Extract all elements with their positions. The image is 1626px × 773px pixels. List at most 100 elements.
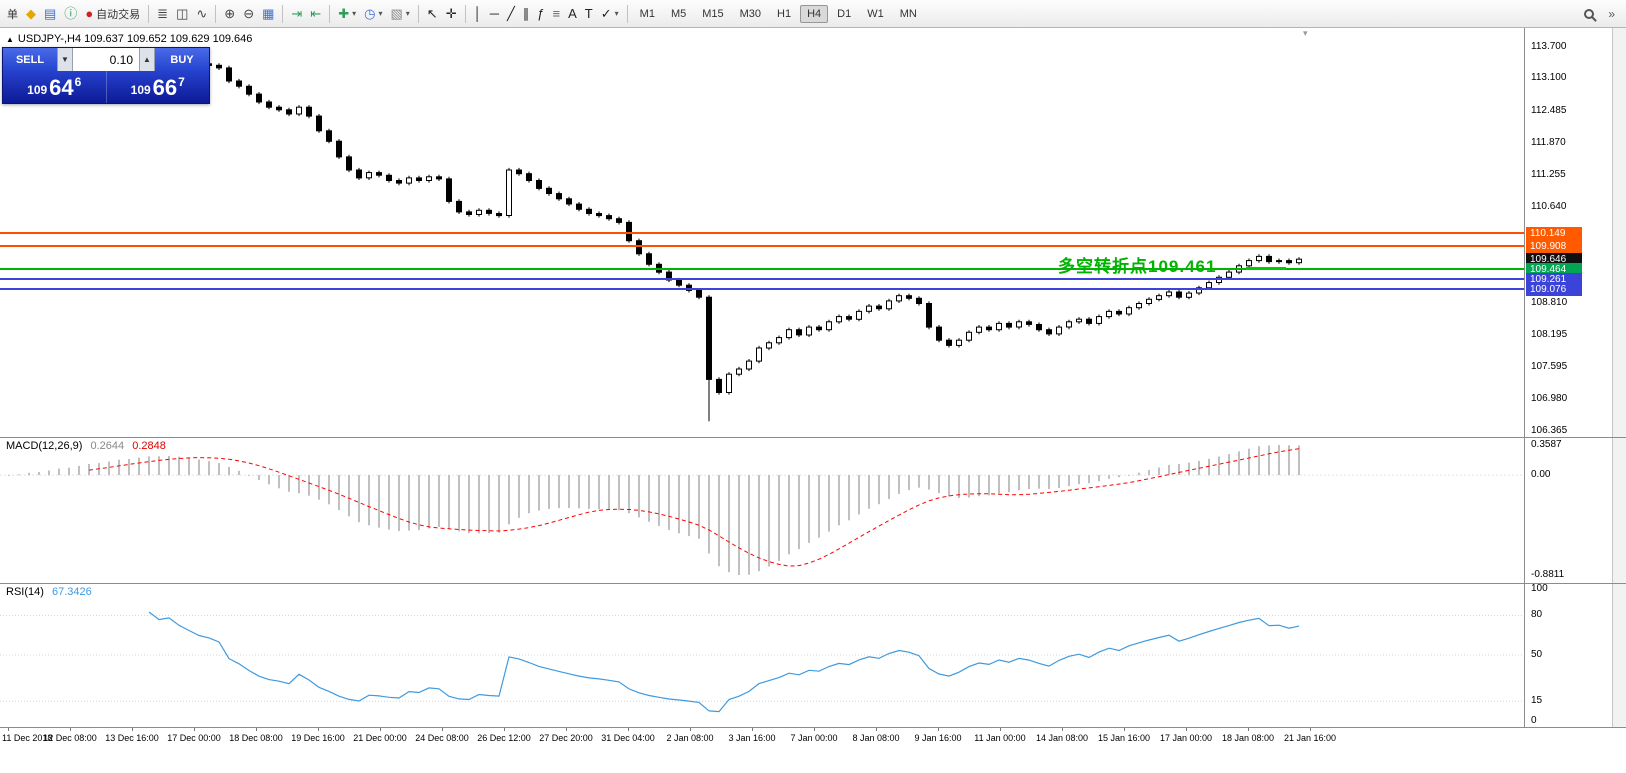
info-icon-button[interactable]: ⓘ bbox=[60, 3, 81, 25]
candlestick-chart-icon-button[interactable]: ◫ bbox=[172, 3, 192, 25]
shapes-icon-button[interactable]: ≡ bbox=[549, 3, 565, 25]
timeframe-button-d1[interactable]: D1 bbox=[837, 7, 852, 20]
overflow-chevron-icon[interactable]: » bbox=[1608, 6, 1615, 21]
buy-price-pipette: 7 bbox=[178, 75, 185, 89]
macd-histogram-bar bbox=[788, 475, 790, 555]
tile-windows-icon-button[interactable]: ▦ bbox=[258, 3, 278, 25]
chart-shift-icon-button[interactable]: ⇤ bbox=[306, 3, 325, 25]
time-axis-label: 27 Dec 20:00 bbox=[539, 733, 593, 743]
candle bbox=[386, 174, 392, 182]
trendline-icon-button[interactable]: ╱ bbox=[503, 3, 519, 25]
macd-histogram-bar bbox=[988, 475, 990, 496]
zoom-out-icon-button[interactable]: ⊖ bbox=[239, 3, 258, 25]
zoom-in-icon-button[interactable]: ⊕ bbox=[220, 3, 239, 25]
macd-pane-divider[interactable] bbox=[0, 437, 1626, 438]
lot-decrease-button[interactable]: ▼ bbox=[57, 48, 73, 71]
sell-price-button[interactable]: 109 64 6 bbox=[3, 71, 107, 103]
lot-size-input[interactable] bbox=[73, 48, 139, 71]
text-label-icon-button[interactable]: T bbox=[581, 3, 597, 25]
channel-icon-button[interactable]: ∥ bbox=[519, 3, 534, 25]
candle bbox=[856, 310, 862, 320]
price-axis[interactable]: 113.700 113.100 112.485 111.870 111.255 110.6… bbox=[1524, 28, 1612, 773]
macd-histogram-bar bbox=[1008, 475, 1010, 493]
macd-signal-value: 0.2848 bbox=[132, 440, 166, 452]
timeframe-button-m15[interactable]: M15 bbox=[702, 7, 724, 20]
macd-histogram-bar bbox=[1248, 448, 1250, 476]
timeframe-button-mn[interactable]: MN bbox=[899, 7, 917, 20]
macd-histogram-bar bbox=[658, 475, 660, 526]
time-axis[interactable]: 11 Dec 2018 12 Dec 08:00 13 Dec 16:00 17 De… bbox=[0, 727, 1626, 773]
pivot-annotation-line[interactable] bbox=[1246, 267, 1286, 270]
candle bbox=[1196, 287, 1202, 294]
arrows-icon-button[interactable]: ✓ ▾ bbox=[597, 3, 623, 25]
symbol-ohlc-header: ▲ USDJPY-,H4 109.637 109.652 109.629 109… bbox=[6, 33, 252, 45]
new-order-button[interactable]: 单 bbox=[3, 3, 22, 25]
time-axis-tick bbox=[752, 727, 753, 731]
horizontal-line-icon-button[interactable]: ─ bbox=[486, 3, 503, 25]
bar-chart-icon-button[interactable]: ≣ bbox=[153, 3, 172, 25]
time-axis-label: 31 Dec 04:00 bbox=[601, 733, 655, 743]
macd-indicator-pane[interactable]: MACD(12,26,9) 0.2644 0.2848 bbox=[0, 437, 1524, 583]
rsi-pane-divider[interactable] bbox=[0, 583, 1626, 584]
candle bbox=[676, 279, 682, 286]
candle bbox=[506, 169, 512, 216]
macd-histogram-bar bbox=[288, 475, 290, 492]
resistance-tag-2: 109.908 bbox=[1526, 240, 1582, 253]
macd-histogram-bar bbox=[948, 475, 950, 497]
search-button[interactable] bbox=[1580, 3, 1598, 25]
rsi-indicator-pane[interactable]: RSI(14) 67.3426 bbox=[0, 583, 1524, 727]
macd-histogram-bar bbox=[898, 475, 900, 494]
periods-icon-button[interactable]: ◷ ▾ bbox=[360, 3, 386, 25]
buy-button[interactable]: BUY bbox=[155, 48, 209, 71]
cursor-icon-button[interactable]: ↖ bbox=[423, 3, 442, 25]
macd-histogram-bar bbox=[188, 457, 190, 476]
macd-histogram-bar bbox=[298, 475, 300, 494]
line-chart-icon-button[interactable]: ∿ bbox=[192, 3, 211, 25]
auto-scroll-icon-button[interactable]: ⇥ bbox=[287, 3, 306, 25]
macd-histogram-bar bbox=[358, 475, 360, 523]
buy-price-button[interactable]: 109 66 7 bbox=[107, 71, 210, 103]
lot-increase-button[interactable]: ▲ bbox=[139, 48, 155, 71]
rsi-scale-label: 50 bbox=[1531, 649, 1543, 660]
horizontal-price-line[interactable] bbox=[0, 232, 1524, 234]
candle bbox=[226, 67, 232, 82]
fibonacci-icon-button[interactable]: ƒ bbox=[533, 3, 548, 25]
autotrading-glyph: ● bbox=[85, 6, 94, 21]
buy-price-big: 66 bbox=[152, 75, 178, 100]
horizontal-price-line[interactable] bbox=[0, 278, 1524, 280]
periods-icon-glyph: ◷ bbox=[364, 6, 376, 21]
macd-histogram-bar bbox=[168, 456, 170, 476]
macd-histogram-bar bbox=[848, 475, 850, 521]
time-axis-tick bbox=[1186, 727, 1187, 731]
time-axis-tick bbox=[876, 727, 877, 731]
timeframe-button-m30[interactable]: M30 bbox=[739, 7, 762, 20]
macd-histogram-bar bbox=[1258, 446, 1260, 476]
timeframe-button-h1[interactable]: H1 bbox=[777, 7, 792, 20]
cursor-icon-glyph: ↖ bbox=[426, 6, 438, 21]
candle bbox=[486, 209, 492, 214]
market-watch-icon-button[interactable]: ▤ bbox=[40, 3, 60, 25]
autotrading-button-label: 自动交易 bbox=[96, 8, 141, 21]
main-price-chart[interactable]: ▲ USDJPY-,H4 109.637 109.652 109.629 109… bbox=[0, 28, 1524, 437]
indicators-icon-button[interactable]: ✚ ▾ bbox=[334, 3, 360, 25]
horizontal-price-line[interactable] bbox=[0, 288, 1524, 290]
horizontal-price-line[interactable] bbox=[0, 268, 1524, 270]
timeframe-button-h4[interactable]: H4 bbox=[800, 4, 829, 23]
macd-histogram-bar bbox=[548, 475, 550, 509]
macd-histogram-bar bbox=[778, 475, 780, 561]
sell-button[interactable]: SELL bbox=[3, 48, 57, 71]
timeframe-button-m5[interactable]: M5 bbox=[670, 7, 687, 20]
time-axis-label: 15 Jan 16:00 bbox=[1097, 733, 1151, 743]
pivot-annotation-text[interactable]: 多空转折点109.461 bbox=[1058, 257, 1217, 276]
crosshair-icon-button[interactable]: ✛ bbox=[442, 3, 461, 25]
timeframe-button-m1[interactable]: M1 bbox=[639, 7, 655, 20]
autotrading-button[interactable]: ● 自动交易 bbox=[81, 3, 144, 25]
metaeditor-icon-button[interactable]: ◆ bbox=[22, 3, 40, 25]
text-icon-button[interactable]: A bbox=[564, 3, 581, 25]
templates-icon-button[interactable]: ▧ ▾ bbox=[386, 3, 413, 25]
timeframe-button-w1[interactable]: W1 bbox=[867, 7, 884, 20]
vertical-line-icon-button[interactable]: │ bbox=[470, 3, 486, 25]
chart-shift-icon-glyph: ⇤ bbox=[310, 6, 322, 21]
horizontal-price-line[interactable] bbox=[0, 245, 1524, 247]
one-click-top-row: SELL ▼ ▲ BUY bbox=[3, 48, 209, 71]
